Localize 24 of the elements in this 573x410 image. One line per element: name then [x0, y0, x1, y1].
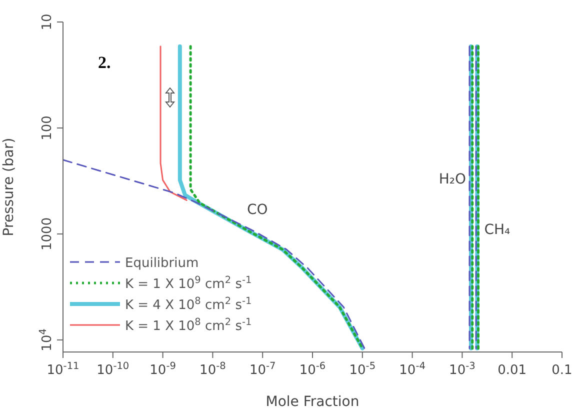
- x-axis-title: Mole Fraction: [266, 394, 360, 410]
- legend-label: Equilibrium: [125, 256, 199, 271]
- x-tick-label: 10$^{-11}$: [46, 360, 80, 378]
- x-tick-label: 10$^{-6}$: [299, 360, 326, 378]
- y-tick-label: 100: [40, 116, 55, 140]
- y-tick-label: 1000: [40, 217, 55, 250]
- x-tick-label: 10$^{-3}$: [449, 360, 476, 378]
- x-tick-label: 0.01: [498, 363, 527, 378]
- annotation: CO: [247, 202, 268, 218]
- legend-label: K = 1 X 10$^{9}$ cm$^{2}$ s$^{-1}$: [125, 274, 252, 292]
- y-axis-title: Pressure (bar): [0, 138, 17, 236]
- x-tick-label: 10$^{-4}$: [399, 360, 426, 378]
- legend-label: K = 4 X 10$^{8}$ cm$^{2}$ s$^{-1}$: [125, 296, 252, 313]
- x-tick-label: 10$^{-8}$: [200, 360, 226, 378]
- x-tick-label: 10$^{-9}$: [150, 360, 176, 378]
- x-tick-label: 10$^{-10}$: [96, 360, 130, 378]
- x-tick-label: 10$^{-5}$: [349, 360, 376, 378]
- annotation: 2.: [98, 53, 111, 72]
- x-tick-label: 10$^{-7}$: [249, 360, 276, 378]
- annotation: CH₄: [484, 222, 511, 238]
- legend-label: K = 1 X 10$^{8}$ cm$^{2}$ s$^{-1}$: [125, 316, 252, 334]
- y-tick-label: 10: [40, 14, 55, 30]
- x-tick-label: 0.1: [552, 363, 572, 378]
- annotation: H₂O: [438, 172, 466, 188]
